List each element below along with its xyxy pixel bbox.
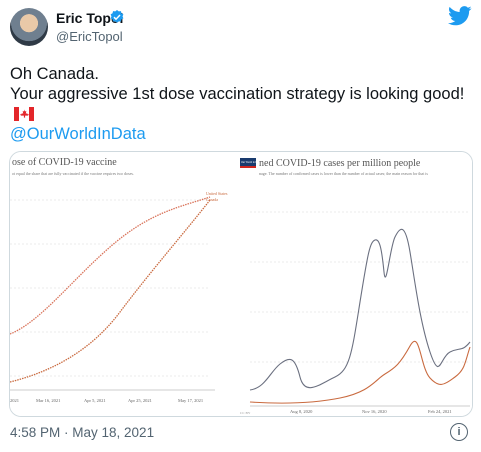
avatar[interactable] bbox=[10, 8, 48, 46]
verified-badge-icon bbox=[110, 10, 124, 23]
left-chart-title: ose of COVID-19 vaccine bbox=[12, 157, 117, 168]
left-chart-series-canada bbox=[10, 199, 211, 383]
x-tick: Apr 5, 2021 bbox=[84, 398, 106, 404]
info-icon[interactable]: i bbox=[450, 423, 468, 441]
tweet-line-1: Oh Canada. bbox=[10, 65, 99, 83]
mention-link[interactable]: @OurWorldInData bbox=[10, 125, 146, 143]
x-tick: Apr 25, 2021 bbox=[128, 398, 152, 404]
x-tick: May 17, 2021 bbox=[178, 398, 203, 404]
right-chart: Our World in Data ned COVID-19 cases per… bbox=[240, 152, 472, 416]
canada-flag-icon bbox=[14, 107, 34, 121]
timestamp[interactable]: 4:58 PM · May 18, 2021 bbox=[10, 425, 155, 440]
legend-canada: Canada bbox=[206, 197, 218, 202]
tweet-text: Oh Canada. Your aggressive 1st dose vacc… bbox=[10, 64, 472, 144]
owid-logo-text: Our World in Data bbox=[241, 161, 261, 164]
left-chart-series-united-states bbox=[10, 196, 211, 335]
x-tick: 2021 bbox=[10, 398, 19, 403]
author-name[interactable]: Eric Topol bbox=[56, 10, 124, 26]
tweet-line-2-text: Your aggressive 1st dose vaccination str… bbox=[10, 85, 465, 103]
right-chart-series-united-states bbox=[249, 228, 471, 391]
legend-united-states: United States bbox=[206, 191, 228, 196]
owid-logo-icon bbox=[240, 158, 256, 168]
x-tick: Feb 24, 2021 bbox=[428, 409, 452, 415]
axis-note: CC BY bbox=[240, 411, 251, 415]
x-tick: Nov 16, 2020 bbox=[362, 409, 387, 415]
right-chart-subtitle: nage. The number of confirmed cases is l… bbox=[259, 171, 428, 176]
twitter-bird-icon[interactable] bbox=[448, 6, 472, 26]
left-chart: ose of COVID-19 vaccine ot equal the sha… bbox=[10, 152, 239, 416]
right-chart-series-canada bbox=[249, 340, 471, 404]
x-tick: Mar 16, 2021 bbox=[36, 398, 60, 404]
media-attachment[interactable]: ose of COVID-19 vaccine ot equal the sha… bbox=[9, 151, 473, 417]
right-chart-title: ned COVID-19 cases per million people bbox=[259, 158, 421, 169]
author-handle[interactable]: @EricTopol bbox=[56, 29, 123, 44]
x-tick: Aug 8, 2020 bbox=[290, 409, 313, 415]
tweet-line-2: Your aggressive 1st dose vaccination str… bbox=[10, 84, 472, 124]
tweet-header: Eric Topol @EricTopol bbox=[0, 0, 481, 56]
left-chart-subtitle: ot equal the share that are fully vaccin… bbox=[12, 171, 134, 176]
